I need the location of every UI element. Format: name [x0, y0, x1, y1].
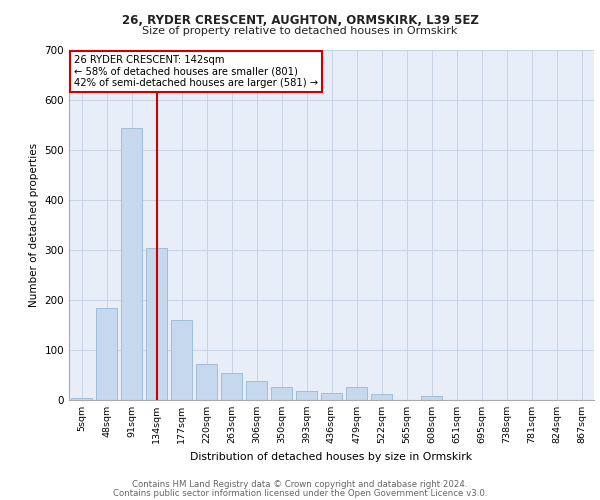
Bar — [96, 308, 117, 400]
Bar — [321, 392, 342, 400]
Text: Contains public sector information licensed under the Open Government Licence v3: Contains public sector information licen… — [113, 488, 487, 498]
Bar — [246, 381, 267, 400]
Bar — [371, 394, 392, 400]
Y-axis label: Number of detached properties: Number of detached properties — [29, 143, 39, 307]
Bar — [146, 248, 167, 400]
Bar — [221, 372, 242, 400]
Bar — [421, 396, 442, 400]
Bar — [271, 386, 292, 400]
Bar — [296, 391, 317, 400]
Text: Contains HM Land Registry data © Crown copyright and database right 2024.: Contains HM Land Registry data © Crown c… — [132, 480, 468, 489]
Text: 26, RYDER CRESCENT, AUGHTON, ORMSKIRK, L39 5EZ: 26, RYDER CRESCENT, AUGHTON, ORMSKIRK, L… — [122, 14, 478, 27]
Text: Size of property relative to detached houses in Ormskirk: Size of property relative to detached ho… — [142, 26, 458, 36]
Text: 26 RYDER CRESCENT: 142sqm
← 58% of detached houses are smaller (801)
42% of semi: 26 RYDER CRESCENT: 142sqm ← 58% of detac… — [74, 56, 319, 88]
X-axis label: Distribution of detached houses by size in Ormskirk: Distribution of detached houses by size … — [190, 452, 473, 462]
Bar — [196, 364, 217, 400]
Bar — [171, 320, 192, 400]
Bar — [121, 128, 142, 400]
Bar — [71, 398, 92, 400]
Bar — [346, 387, 367, 400]
